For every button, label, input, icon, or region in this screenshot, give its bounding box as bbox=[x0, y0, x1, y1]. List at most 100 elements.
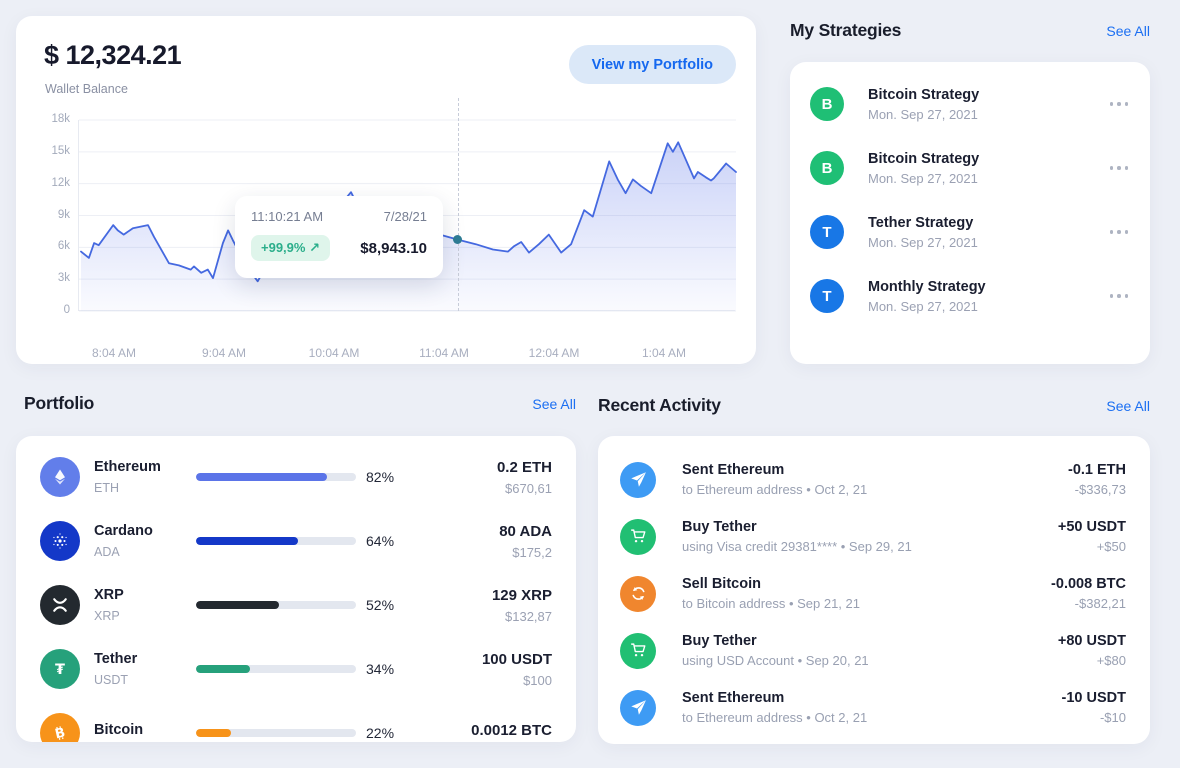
tether-icon: ₮ bbox=[40, 649, 80, 689]
allocation-bar bbox=[196, 729, 356, 737]
activity-list-item[interactable]: Buy Tether using USD Account • Sep 20, 2… bbox=[620, 622, 1126, 679]
wallet-balance-label: Wallet Balance bbox=[45, 82, 128, 96]
asset-amount: 80 ADA bbox=[499, 522, 552, 540]
cart-icon bbox=[620, 632, 656, 669]
activity-subtitle: to Bitcoin address • Sep 21, 21 bbox=[682, 596, 860, 611]
activity-title-text: Sent Ethereum bbox=[682, 690, 785, 706]
more-options-button[interactable] bbox=[1108, 160, 1131, 176]
strategies-see-all-link[interactable]: See All bbox=[1106, 22, 1150, 39]
strategy-name: Bitcoin Strategy bbox=[868, 150, 980, 167]
asset-amount: 129 XRP bbox=[491, 586, 552, 604]
strategy-avatar: T bbox=[810, 279, 844, 313]
cardano-icon bbox=[40, 521, 80, 561]
trend-up-icon: ↗ bbox=[309, 240, 320, 255]
strategy-list-item[interactable]: T Monthly Strategy Mon. Sep 27, 2021 bbox=[810, 264, 1130, 328]
allocation-bar bbox=[196, 665, 356, 673]
cart-icon bbox=[620, 518, 656, 555]
portfolio-see-all-link[interactable]: See All bbox=[532, 395, 576, 412]
allocation-bar bbox=[196, 601, 356, 609]
allocation-percent: 52% bbox=[366, 597, 395, 613]
send-icon bbox=[620, 461, 656, 498]
strategy-date: Mon. Sep 27, 2021 bbox=[868, 106, 978, 122]
asset-amount: 100 USDT bbox=[481, 650, 552, 668]
strategy-avatar: B bbox=[810, 87, 844, 121]
activity-subtitle: using Visa credit 29381**** • Sep 29, 21 bbox=[682, 539, 912, 554]
activity-title-text: Buy Tether bbox=[682, 519, 757, 535]
activity-subtitle: to Ethereum address • Oct 2, 21 bbox=[682, 482, 868, 497]
more-options-button[interactable] bbox=[1108, 96, 1131, 112]
strategy-name: Bitcoin Strategy bbox=[868, 86, 980, 103]
wallet-balance-value: $ 12,324.21 bbox=[44, 40, 182, 70]
portfolio-asset-row[interactable]: Ethereum ETH 82% 0.2 ETH $670,61 bbox=[40, 445, 552, 509]
wallet-balance-card: $ 12,324.21 Wallet Balance View my Portf… bbox=[16, 16, 756, 364]
activity-amount: -10 USDT bbox=[1061, 690, 1126, 706]
recent-activity-card: Sent Ethereum to Ethereum address • Oct … bbox=[598, 436, 1150, 744]
activity-title-text: Sell Bitcoin bbox=[682, 576, 761, 592]
svg-text:₮: ₮ bbox=[55, 662, 65, 678]
send-icon bbox=[620, 689, 656, 726]
activity-list-item[interactable]: Sent Ethereum to Ethereum address • Oct … bbox=[620, 679, 1126, 736]
asset-usd-value: $100 bbox=[523, 672, 552, 688]
strategy-date: Mon. Sep 27, 2021 bbox=[868, 170, 978, 186]
activity-list-item[interactable]: Sell Bitcoin to Bitcoin address • Sep 21… bbox=[620, 565, 1126, 622]
asset-symbol: ADA bbox=[94, 545, 120, 559]
asset-usd-value: $132,87 bbox=[505, 608, 552, 624]
activity-subtitle: to Ethereum address • Oct 2, 21 bbox=[682, 710, 868, 725]
tooltip-value: $8,943.10 bbox=[360, 239, 427, 257]
activity-usd: -$382,21 bbox=[1074, 596, 1126, 611]
portfolio-asset-row[interactable]: ₮ Tether USDT 34% 100 USDT $100 bbox=[40, 637, 552, 701]
strategy-list-item[interactable]: T Tether Strategy Mon. Sep 27, 2021 bbox=[810, 200, 1130, 264]
more-options-button[interactable] bbox=[1108, 224, 1131, 240]
activity-amount: +50 USDT bbox=[1057, 519, 1126, 535]
portfolio-asset-row[interactable]: Cardano ADA 64% 80 ADA $175,2 bbox=[40, 509, 552, 573]
allocation-percent: 34% bbox=[366, 661, 395, 677]
view-portfolio-button[interactable]: View my Portfolio bbox=[568, 45, 736, 84]
portfolio-asset-row[interactable]: B Bitcoin 22% 0.0012 BTC bbox=[40, 701, 552, 742]
activity-amount: +80 USDT bbox=[1057, 633, 1126, 649]
xrp-icon bbox=[40, 585, 80, 625]
activity-amount: -0.1 ETH bbox=[1067, 462, 1126, 478]
asset-symbol: USDT bbox=[94, 673, 129, 687]
chart-cursor-dot bbox=[453, 235, 463, 245]
strategy-date: Mon. Sep 27, 2021 bbox=[868, 234, 978, 250]
activity-title-text: Buy Tether bbox=[682, 633, 757, 649]
chart-x-axis-labels: 8:04 AM 9:04 AM 10:04 AM 11:04 AM 12:04 AM 1:… bbox=[91, 346, 687, 360]
activity-usd: +$80 bbox=[1096, 653, 1126, 668]
asset-name: Tether bbox=[94, 651, 138, 667]
tooltip-time: 11:10:21 AM bbox=[251, 209, 324, 224]
strategy-list-item[interactable]: B Bitcoin Strategy Mon. Sep 27, 2021 bbox=[810, 72, 1130, 136]
activity-amount: -0.008 BTC bbox=[1051, 576, 1126, 592]
strategy-name: Tether Strategy bbox=[868, 214, 974, 231]
bitcoin-icon: B bbox=[40, 713, 80, 742]
activity-usd: -$336,73 bbox=[1074, 482, 1126, 497]
strategies-card: B Bitcoin Strategy Mon. Sep 27, 2021 B B… bbox=[790, 62, 1150, 364]
activity-list-item[interactable]: Sent Ethereum to Ethereum address • Oct … bbox=[620, 451, 1126, 508]
allocation-bar bbox=[196, 473, 356, 481]
asset-name: Cardano bbox=[94, 523, 153, 539]
asset-name: Ethereum bbox=[94, 459, 161, 475]
portfolio-title: Portfolio bbox=[24, 393, 95, 413]
tooltip-change-badge: +99,9% ↗ bbox=[251, 235, 330, 261]
strategy-list-item[interactable]: B Bitcoin Strategy Mon. Sep 27, 2021 bbox=[810, 136, 1130, 200]
portfolio-card: Ethereum ETH 82% 0.2 ETH $670,61 Cardano… bbox=[16, 436, 576, 742]
activity-see-all-link[interactable]: See All bbox=[1106, 397, 1150, 414]
activity-subtitle: using USD Account • Sep 20, 21 bbox=[682, 653, 869, 668]
activity-title: Recent Activity bbox=[598, 395, 721, 415]
activity-usd: -$10 bbox=[1099, 710, 1126, 725]
asset-name: XRP bbox=[94, 587, 124, 603]
portfolio-asset-row[interactable]: XRP XRP 52% 129 XRP $132,87 bbox=[40, 573, 552, 637]
asset-amount: 0.2 ETH bbox=[496, 458, 552, 476]
allocation-percent: 82% bbox=[366, 469, 395, 485]
allocation-percent: 22% bbox=[366, 725, 395, 741]
asset-symbol: ETH bbox=[94, 481, 119, 495]
allocation-bar bbox=[196, 537, 356, 545]
more-options-button[interactable] bbox=[1108, 288, 1131, 304]
strategies-title: My Strategies bbox=[790, 20, 902, 40]
strategy-avatar: B bbox=[810, 151, 844, 185]
tooltip-date: 7/28/21 bbox=[383, 209, 427, 224]
allocation-percent: 64% bbox=[366, 533, 395, 549]
strategy-name: Monthly Strategy bbox=[868, 278, 986, 295]
activity-list-item[interactable]: Buy Tether using Visa credit 29381**** •… bbox=[620, 508, 1126, 565]
asset-usd-value: $670,61 bbox=[505, 480, 552, 496]
activity-usd: +$50 bbox=[1096, 539, 1126, 554]
